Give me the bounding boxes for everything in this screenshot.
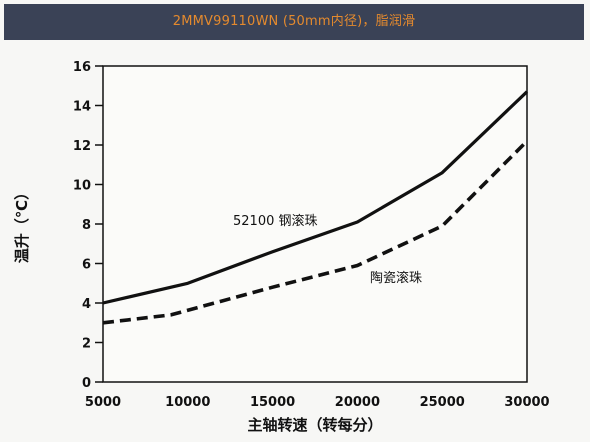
series-label-steel: 52100 钢滚珠 xyxy=(233,213,318,229)
y-tick-label: 6 xyxy=(82,258,91,273)
y-tick-label: 4 xyxy=(82,297,91,312)
y-tick-label: 2 xyxy=(82,337,91,352)
chart-title: 2MMV99110WN (50mm内径)，脂润滑 xyxy=(172,14,416,29)
series-line-1 xyxy=(102,139,529,325)
x-axis-title: 主轴转速（转每分） xyxy=(247,416,382,434)
title-bar: 2MMV99110WN (50mm内径)，脂润滑 xyxy=(4,4,584,40)
y-tick-label: 12 xyxy=(73,139,91,154)
y-axis-title: 温升（℃） xyxy=(13,185,31,263)
y-tick-label: 16 xyxy=(73,60,91,75)
series-group xyxy=(102,90,529,325)
x-axis: 5000 10000 15000 20000 25000 30000 xyxy=(85,395,550,410)
x-tick-label: 30000 xyxy=(504,395,549,410)
x-tick-label: 15000 xyxy=(250,395,295,410)
y-tick-label: 0 xyxy=(82,376,91,391)
y-tick-label: 14 xyxy=(73,100,91,115)
y-axis: 0 2 4 6 8 10 12 14 16 xyxy=(73,60,103,391)
plot-area xyxy=(102,65,528,383)
x-tick-label: 5000 xyxy=(85,395,121,410)
series-line-0 xyxy=(102,90,529,305)
x-tick-label: 25000 xyxy=(420,395,465,410)
x-tick-label: 10000 xyxy=(165,395,210,410)
x-tick-label: 20000 xyxy=(335,395,380,410)
series-label-ceramic: 陶瓷滚珠 xyxy=(370,270,422,286)
y-tick-label: 10 xyxy=(73,179,91,194)
y-tick-label: 8 xyxy=(82,218,91,233)
